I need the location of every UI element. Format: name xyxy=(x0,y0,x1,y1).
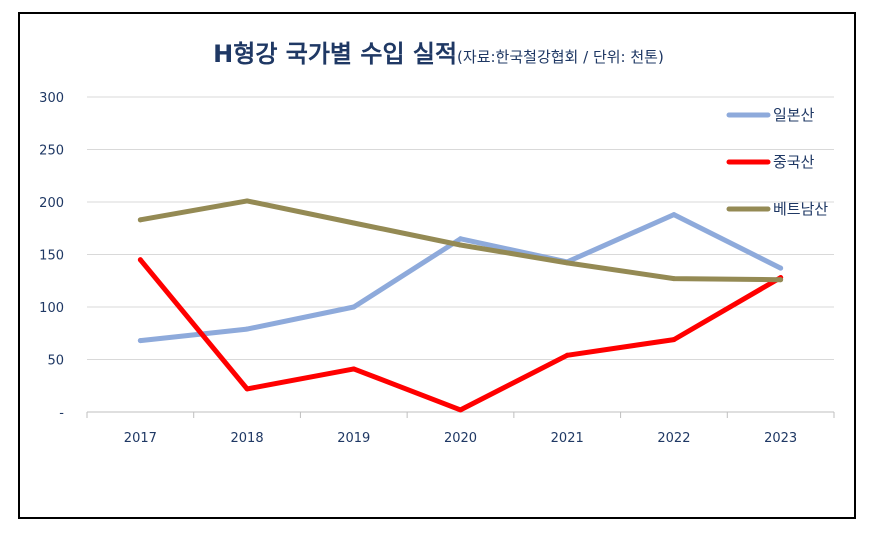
data-point xyxy=(244,198,250,204)
y-tick-label: 50 xyxy=(47,354,64,369)
data-point xyxy=(458,407,463,413)
legend-label: 일본산 xyxy=(773,106,815,124)
data-point xyxy=(351,366,357,372)
data-point xyxy=(778,277,784,283)
y-tick-label: 300 xyxy=(39,91,64,106)
data-point xyxy=(671,337,677,343)
data-point xyxy=(244,326,250,332)
data-point xyxy=(137,257,143,263)
x-tick-label: 2017 xyxy=(124,431,157,446)
data-point xyxy=(671,276,677,282)
y-axis-ticks: - 50 100 150 200 250 300 xyxy=(39,91,64,421)
x-tick-label: 2018 xyxy=(231,431,264,446)
data-point xyxy=(351,304,357,310)
data-point xyxy=(778,265,784,271)
y-tick-label: 150 xyxy=(39,249,64,264)
gridlines xyxy=(87,96,834,360)
x-tick-label: 2020 xyxy=(444,431,477,446)
y-tick-label: 250 xyxy=(39,144,64,159)
data-point xyxy=(137,217,143,223)
x-tick-label: 2022 xyxy=(657,431,690,446)
data-point xyxy=(458,242,463,248)
data-point xyxy=(564,352,570,358)
data-point xyxy=(458,236,463,242)
chart-subtitle: (자료:한국철강협회 / 단위: 천톤) xyxy=(457,48,664,66)
legend-label: 중국산 xyxy=(773,153,815,171)
chart-title: H형강 국가별 수입 실적(자료:한국철강협회 / 단위: 천톤) xyxy=(0,34,877,69)
data-point xyxy=(564,260,570,266)
legend-label: 베트남산 xyxy=(773,200,828,218)
x-tick-label: 2019 xyxy=(337,431,370,446)
chart-title-main: H형강 국가별 수입 실적 xyxy=(213,40,458,68)
y-tick-label: 100 xyxy=(39,301,64,316)
x-tick-label: 2021 xyxy=(551,431,584,446)
y-tick-label: - xyxy=(59,406,64,421)
data-point xyxy=(244,386,250,392)
y-tick-label: 200 xyxy=(39,196,64,211)
data-point xyxy=(137,338,143,344)
x-tick-label: 2023 xyxy=(764,431,797,446)
series-line-2 xyxy=(137,257,784,413)
data-point xyxy=(671,212,677,218)
data-point xyxy=(351,220,357,226)
series-lines xyxy=(137,198,784,413)
x-axis: 2017 2018 2019 2020 2021 2022 2023 xyxy=(86,411,835,446)
